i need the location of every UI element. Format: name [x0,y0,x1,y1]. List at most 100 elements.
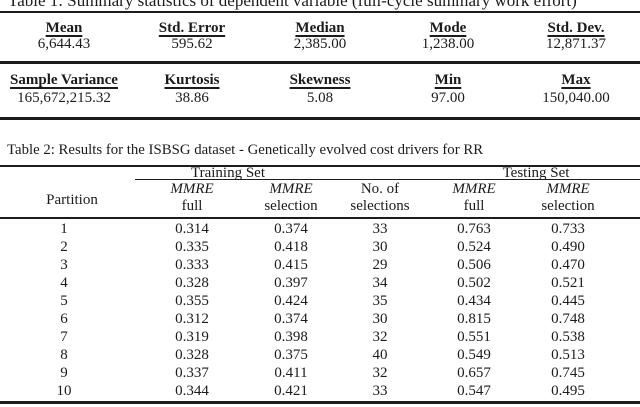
value-cell: 0.328 [175,347,209,363]
column-header-line2: selections [350,198,410,214]
table1-header-cell: Std. Error [158,20,226,36]
table1-header-cell: Mode [429,20,467,36]
value-cell: 0.745 [551,365,585,381]
column-header-line2: full [463,198,485,214]
value-cell: 0.397 [274,275,308,291]
table1-value-cell: 150,040.00 [542,90,610,106]
value-cell: 0.312 [175,311,209,327]
value-cell: 33 [372,221,388,237]
value-cell: 0.538 [551,329,585,345]
table1-value-cell: 38.86 [175,90,209,106]
table1-value-cell: 12,871.37 [546,36,606,52]
table1-bottom-rule [0,117,640,120]
table1-value-cell: 165,672,215.32 [17,90,111,106]
value-cell: 0.513 [551,347,585,363]
table1-value-row-2: 165,672,215.32 38.86 5.08 97.00 150,040.00 [0,91,640,106]
value-cell: 0.521 [551,275,585,291]
table2-row-10: 10 0.344 0.421 33 0.547 0.495 [0,382,640,400]
column-header-line1: MMRE [452,181,496,197]
partition-cell: 4 [60,275,68,291]
table2-caption: Table 2: Results for the ISBSG dataset -… [7,142,484,158]
partition-cell: 9 [60,365,68,381]
value-cell: 0.657 [457,365,491,381]
value-cell: 0.524 [457,239,491,255]
table1-header-cell: Kurtosis [164,72,220,88]
table2-row-3: 3 0.333 0.415 29 0.506 0.470 [0,256,640,274]
table2-column-header: No. of selections [325,181,435,215]
table2-row-1: 1 0.314 0.374 33 0.763 0.733 [0,220,640,238]
value-cell: 0.319 [175,329,209,345]
table2-bottom-rule [0,401,640,404]
table2-column-header: MMRE full [419,181,529,215]
value-cell: 0.328 [175,275,209,291]
table1-header-cell: Median [295,20,345,36]
value-cell: 0.502 [457,275,491,291]
value-cell: 32 [372,329,388,345]
table1-value-cell: 5.08 [306,90,334,106]
value-cell: 0.815 [457,311,491,327]
value-cell: 0.470 [551,257,585,273]
testing-set-label: Testing Set [502,164,570,181]
value-cell: 0.418 [274,239,308,255]
value-cell: 0.445 [551,293,585,309]
table1-header-cell: Std. Dev. [547,20,605,36]
table1-value-cell: 2,385.00 [293,36,347,52]
value-cell: 0.421 [274,383,308,399]
column-header-line1: MMRE [546,181,590,197]
table1-header-cell: Sample Variance [10,72,118,88]
column-header-line2: selection [541,198,595,214]
table2-row-7: 7 0.319 0.398 32 0.551 0.538 [0,328,640,346]
partition-cell: 7 [60,329,68,345]
value-cell: 0.763 [457,221,491,237]
value-cell: 30 [372,311,388,327]
value-cell: 0.434 [457,293,491,309]
partition-cell: 5 [60,293,68,309]
value-cell: 0.490 [551,239,585,255]
value-cell: 29 [372,257,388,273]
column-header-line1: No. of [360,181,400,197]
table2-column-header: MMRE selection [236,181,346,215]
value-cell: 0.506 [457,257,491,273]
column-header-line2: selection [264,198,318,214]
group-header-underline [135,179,640,181]
table1-value-cell: 595.62 [171,36,213,52]
value-cell: 0.374 [274,311,308,327]
table1-header-cell: Max [561,72,591,88]
value-cell: 0.398 [274,329,308,345]
table1-header-row-1: Mean Std. Error Median Mode Std. Dev. [0,21,640,36]
column-header-line1: MMRE [170,181,214,197]
table2-row-2: 2 0.335 0.418 30 0.524 0.490 [0,238,640,256]
value-cell: 0.733 [551,221,585,237]
value-cell: 0.355 [175,293,209,309]
table2-row-9: 9 0.337 0.411 32 0.657 0.745 [0,364,640,382]
table1-value-cell: 97.00 [431,90,465,106]
table1-header-cell: Min [434,72,462,88]
training-set-label: Training Set [190,164,266,181]
value-cell: 0.375 [274,347,308,363]
table1-caption: Table 1: Summary statistics of dependent… [8,0,577,10]
value-cell: 33 [372,383,388,399]
table2-row-4: 4 0.328 0.397 34 0.502 0.521 [0,274,640,292]
value-cell: 0.335 [175,239,209,255]
partition-cell: 8 [60,347,68,363]
value-cell: 0.495 [551,383,585,399]
value-cell: 0.547 [457,383,491,399]
table1-value-cell: 6,644.43 [37,36,91,52]
value-cell: 0.337 [175,365,209,381]
value-cell: 34 [372,275,388,291]
column-header-line1: MMRE [269,181,313,197]
value-cell: 32 [372,365,388,381]
partition-cell: 1 [60,221,68,237]
value-cell: 0.314 [175,221,209,237]
partition-cell: 10 [56,383,72,399]
table1-value-cell: 1,238.00 [421,36,475,52]
partition-cell: 3 [60,257,68,273]
table2-column-header: MMRE full [137,181,247,215]
partition-column-header: Partition [46,192,98,208]
table2-row-8: 8 0.328 0.375 40 0.549 0.513 [0,346,640,364]
partition-cell: 6 [60,311,68,327]
table2-column-header: MMRE selection [513,181,623,215]
table2-header-rule [0,216,640,219]
table1-header-cell: Mean [45,20,83,36]
value-cell: 0.549 [457,347,491,363]
